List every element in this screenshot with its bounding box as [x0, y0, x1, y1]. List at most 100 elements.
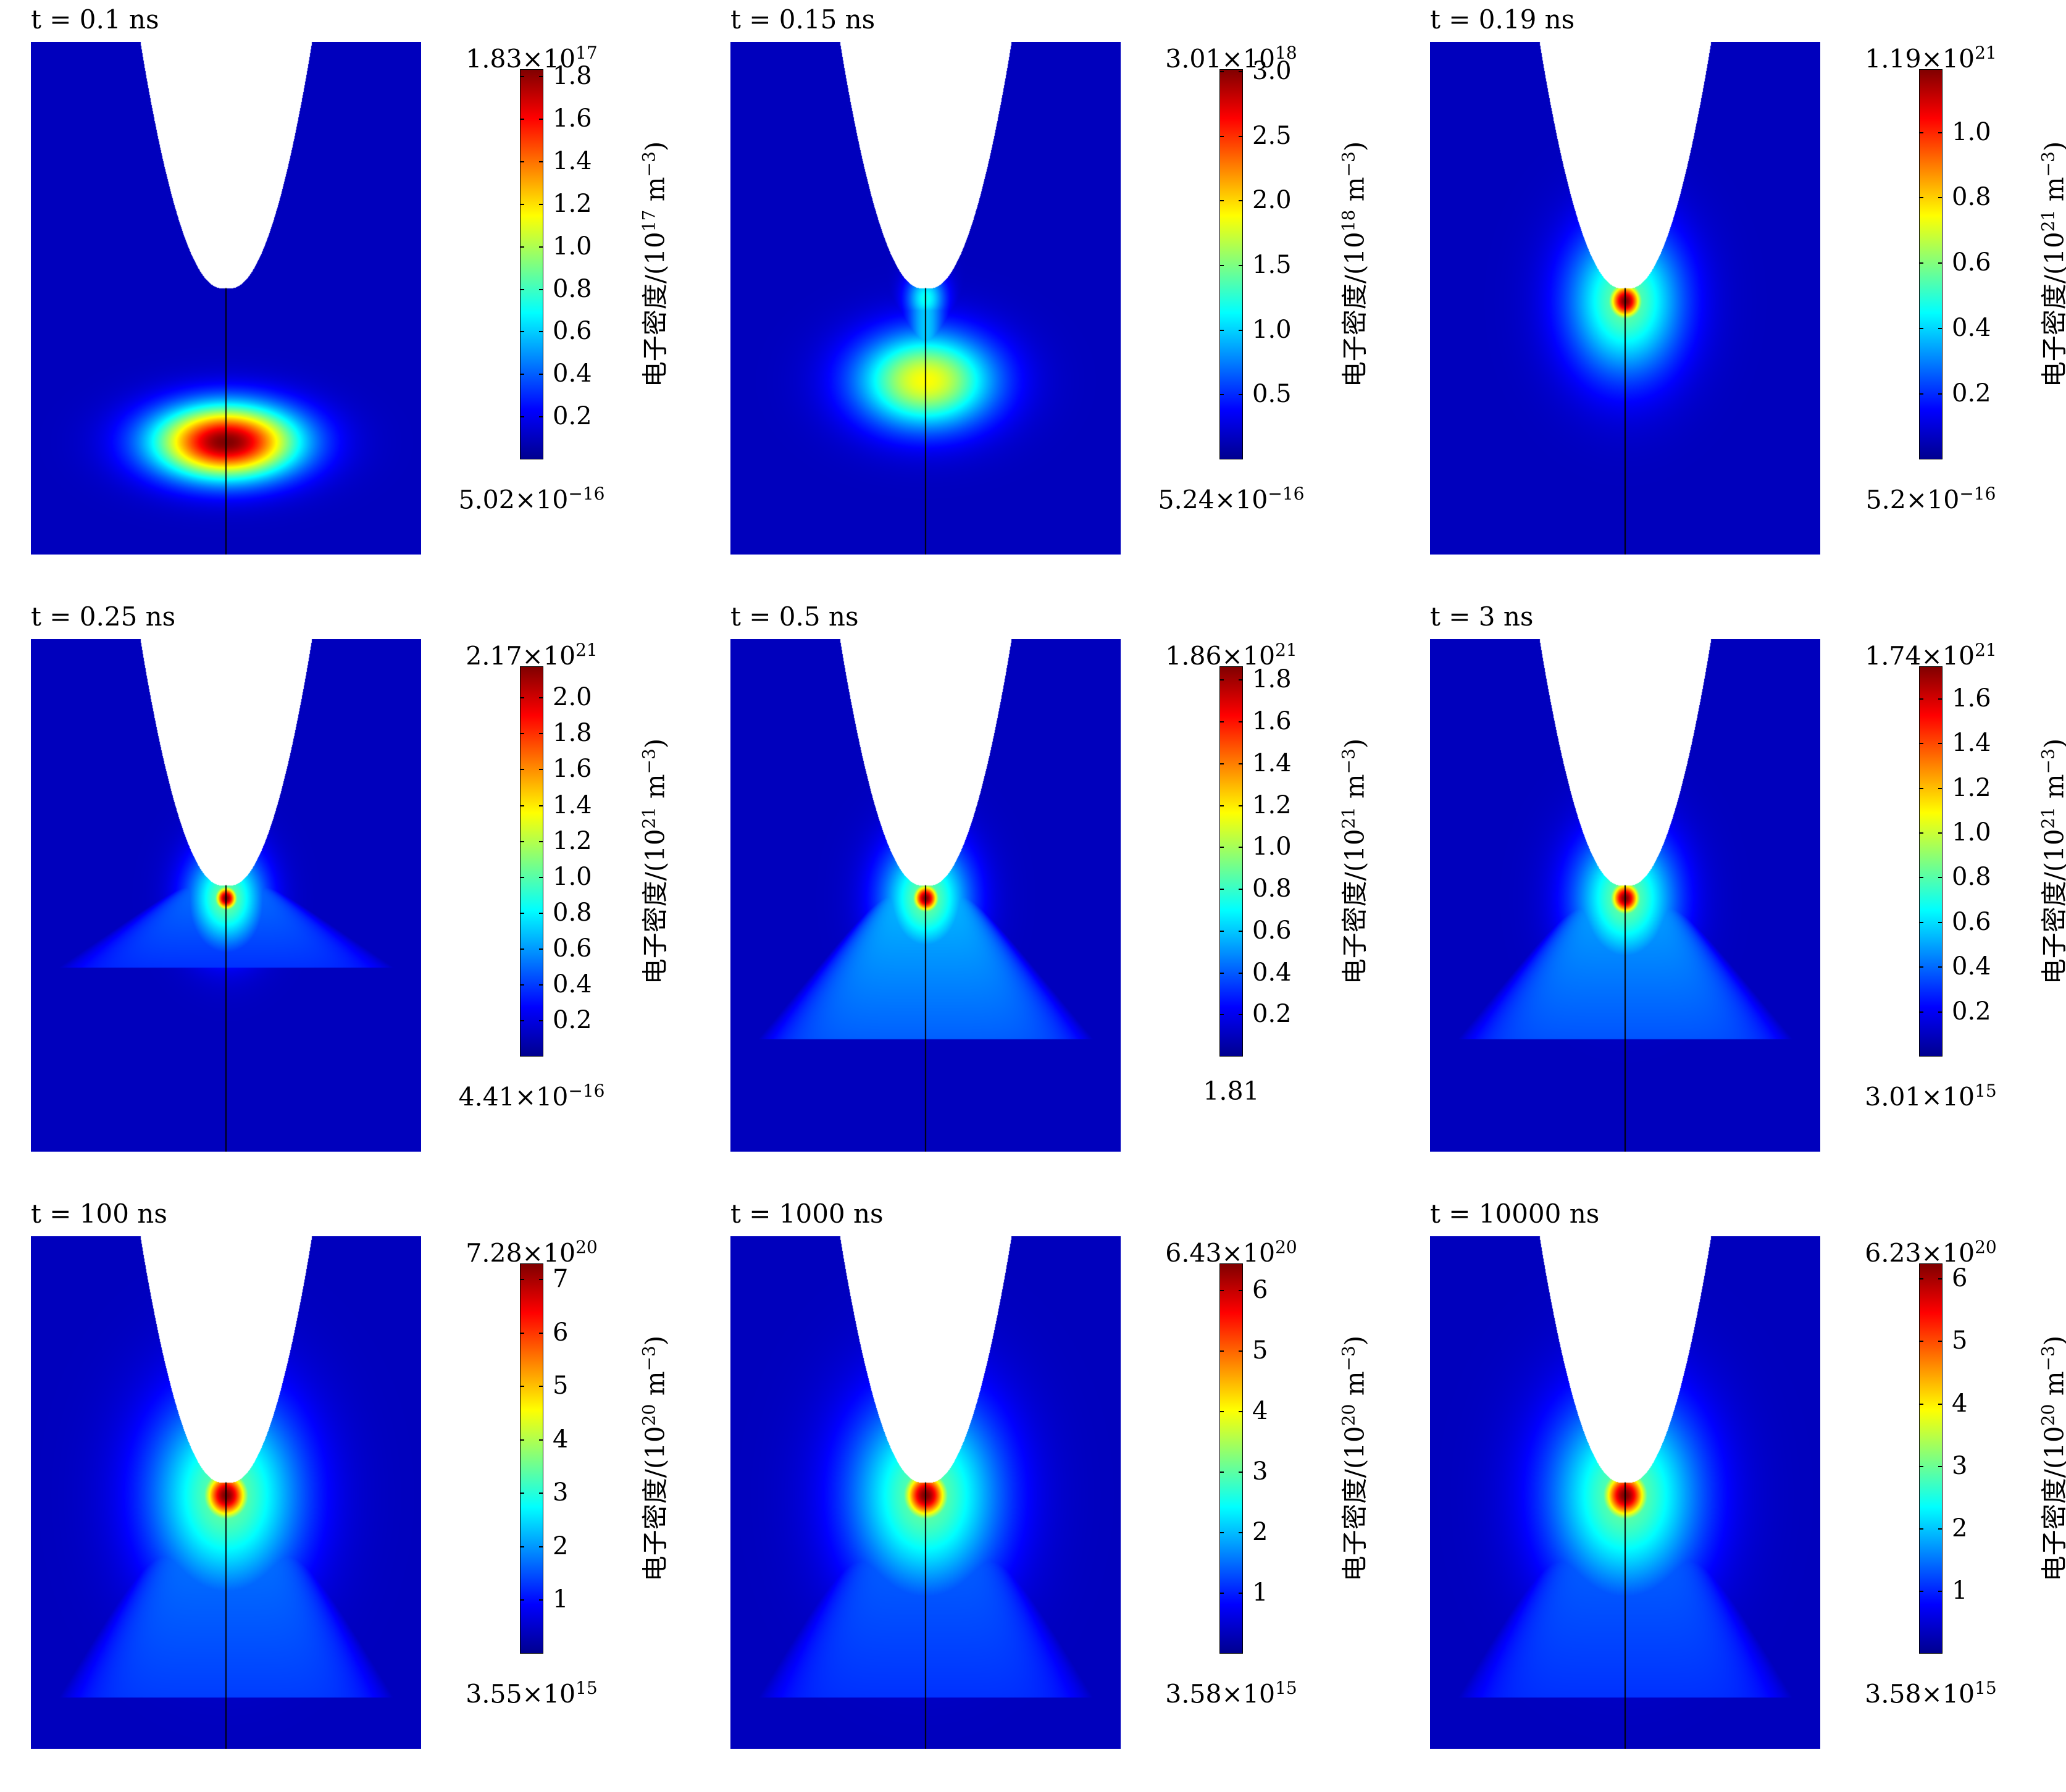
colorbar-tick-label: 0.6 [553, 319, 592, 343]
colorbar-tick [1920, 1278, 1923, 1279]
colorbar-tick-label: 1 [553, 1587, 568, 1612]
colorbar-tick [1239, 721, 1242, 722]
colorbar-tick [521, 697, 524, 698]
colorbar-tick [1920, 743, 1923, 744]
colorbar-max-label: 7.28×1020 [439, 1234, 624, 1267]
colorbar-tick [539, 948, 543, 950]
colorbar-tick [539, 1439, 543, 1441]
colorbar-min-label: 3.58×1015 [1139, 1675, 1324, 1708]
colorbar-tick [1239, 136, 1242, 137]
colorbar-tick-label: 1.0 [1952, 120, 1991, 144]
colorbar-tick [1239, 847, 1242, 848]
colorbar-tick [1938, 788, 1942, 789]
colorbar-tick-label: 6 [553, 1320, 568, 1345]
colorbar-tick [1920, 1591, 1923, 1592]
colorbar-tick [1239, 805, 1242, 806]
colorbar-tick [1220, 330, 1224, 331]
colorbar-tick [539, 119, 543, 120]
colorbar-tick [1920, 1528, 1923, 1530]
colorbar-tick-label: 1 [1252, 1580, 1268, 1605]
colorbar-tick-label: 3 [1252, 1459, 1268, 1484]
colorbar-tick [1239, 679, 1242, 680]
colorbar-tick [1220, 847, 1224, 848]
colorbar-tick [1920, 1011, 1923, 1013]
colorbar-axis-label: 电子密度/(1020 m−3) [1334, 1336, 1372, 1581]
panel-title: t = 100 ns [31, 1199, 167, 1229]
colorbar-tick [1920, 328, 1923, 329]
colorbar-tick-label: 4 [553, 1427, 568, 1452]
colorbar-tick [1239, 973, 1242, 974]
colorbar-tick [1239, 1472, 1242, 1473]
panel-title: t = 0.1 ns [31, 5, 159, 35]
colorbar-tick-label: 2 [1952, 1516, 1967, 1541]
colorbar-tick [1938, 1591, 1942, 1592]
colorbar-tick-label: 0.6 [1952, 250, 1991, 275]
colorbar-min-label: 1.81 [1139, 1078, 1324, 1105]
colorbar-tick [521, 289, 524, 290]
colorbar-tick [1239, 1350, 1242, 1352]
colorbar-tick-label: 0.2 [1952, 381, 1991, 406]
colorbar-tick-label: 0.6 [1952, 910, 1991, 934]
colorbar-axis-label: 电子密度/(1021 m−3) [635, 739, 672, 984]
colorbar-tick [1239, 763, 1242, 764]
colorbar-tick-label: 3.0 [1252, 59, 1292, 83]
colorbar-tick [1239, 1014, 1242, 1015]
colorbar-max-label: 6.23×1020 [1838, 1234, 2023, 1267]
colorbar-tick-label: 3 [1952, 1454, 1967, 1478]
colorbar-axis-label: 电子密度/(1021 m−3) [1334, 739, 1372, 984]
colorbar-tick [539, 841, 543, 842]
colorbar-tick-label: 1.2 [553, 829, 592, 853]
colorbar-tick [521, 1386, 524, 1387]
colorbar-tick-label: 1.8 [1252, 667, 1292, 692]
colorbar-tick [1938, 262, 1942, 264]
colorbar-tick [539, 1493, 543, 1494]
colorbar-tick-label: 3 [553, 1480, 568, 1505]
colorbar-tick [1220, 889, 1224, 890]
colorbar-tick [539, 877, 543, 878]
colorbar-tick [521, 1599, 524, 1601]
colorbar-tick [539, 161, 543, 162]
colorbar-tick-label: 1.4 [1952, 731, 1991, 755]
colorbar-tick [521, 161, 524, 162]
colorbar-tick-label: 1.4 [553, 793, 592, 818]
colorbar-axis-label: 电子密度/(1021 m−3) [2034, 739, 2066, 984]
colorbar-tick-label: 1.0 [1952, 820, 1991, 845]
colorbar-tick [521, 331, 524, 332]
colorbar-tick [539, 204, 543, 205]
electron-density-map [730, 1236, 1121, 1749]
colorbar-min-label: 4.41×10−16 [439, 1078, 624, 1111]
colorbar-tick [539, 76, 543, 77]
colorbar-tick-label: 0.4 [1952, 954, 1991, 979]
colorbar-tick [539, 374, 543, 375]
colorbar-tick [1938, 877, 1942, 878]
colorbar-tick-label: 1.6 [553, 756, 592, 781]
colorbar-tick [1938, 1466, 1942, 1467]
colorbar-tick [539, 733, 543, 734]
panel-title: t = 0.25 ns [31, 602, 175, 632]
colorbar-tick [539, 697, 543, 698]
colorbar-max-label: 1.86×1021 [1139, 637, 1324, 670]
colorbar-tick [521, 1546, 524, 1547]
colorbar-tick [521, 877, 524, 878]
colorbar-tick [539, 416, 543, 417]
colorbar-axis-label: 电子密度/(1021 m−3) [2034, 141, 2066, 387]
colorbar-tick-label: 6 [1952, 1266, 1967, 1291]
colorbar-tick [1920, 393, 1923, 395]
colorbar-tick [521, 204, 524, 205]
panel-title: t = 0.5 ns [730, 602, 859, 632]
colorbar-tick [1220, 721, 1224, 722]
colorbar-tick [1938, 832, 1942, 834]
colorbar-tick-label: 0.8 [1252, 876, 1292, 901]
colorbar-tick [539, 1599, 543, 1601]
colorbar-tick [1239, 265, 1242, 266]
colorbar-tick-label: 0.2 [553, 404, 592, 429]
panel-title: t = 1000 ns [730, 1199, 884, 1229]
colorbar-tick [521, 948, 524, 950]
colorbar-tick-label: 1.0 [553, 865, 592, 889]
colorbar-tick-label: 7 [553, 1267, 568, 1291]
